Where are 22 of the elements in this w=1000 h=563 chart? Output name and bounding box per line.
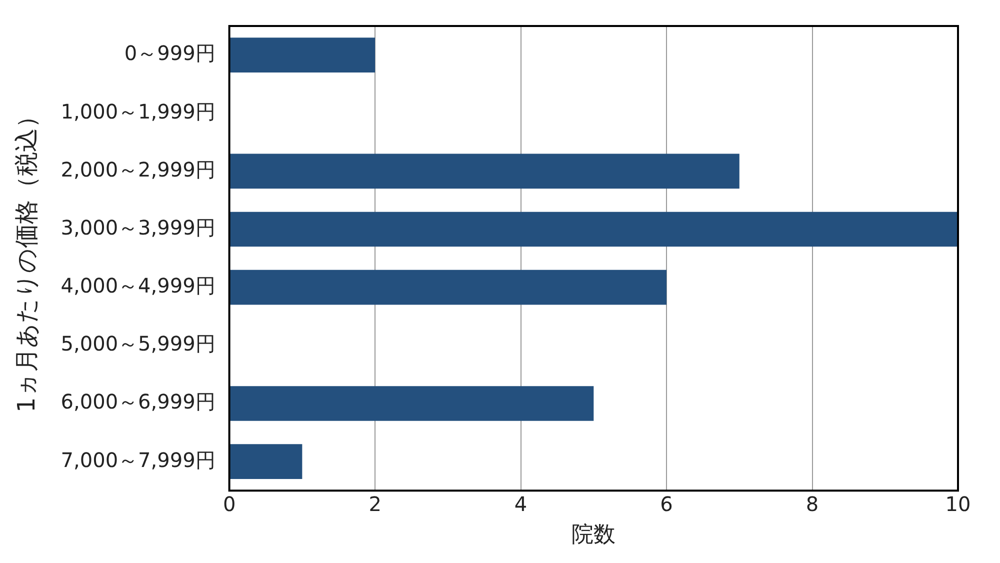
y-tick-label: 2,000～2,999円 xyxy=(60,157,216,182)
bar xyxy=(230,38,376,72)
x-tick-label: 2 xyxy=(368,492,382,516)
y-tick-label: 3,000～3,999円 xyxy=(60,215,216,240)
bar xyxy=(230,386,594,421)
bar xyxy=(230,154,740,189)
x-tick-label: 8 xyxy=(806,492,819,516)
x-tick-label: 10 xyxy=(945,492,971,516)
x-tick-label: 4 xyxy=(514,492,528,516)
bar xyxy=(230,270,667,305)
bar xyxy=(230,212,958,247)
y-tick-label: 0～999円 xyxy=(124,41,216,66)
x-axis-title: 院数 xyxy=(572,522,616,548)
y-tick-label: 4,000～4,999円 xyxy=(60,274,216,298)
y-tick-label: 6,000～6,999円 xyxy=(60,390,216,414)
bar xyxy=(230,444,302,479)
y-tick-label: 7,000～7,999円 xyxy=(60,448,216,472)
y-tick-label: 1,000～1,999円 xyxy=(60,99,216,124)
y-tick-label: 5,000～5,999円 xyxy=(60,332,216,356)
y-axis-title: 1ヵ月あたりの価格（税込） xyxy=(12,104,41,412)
x-tick-label: 0 xyxy=(222,492,236,516)
x-tick-label: 6 xyxy=(660,492,673,516)
